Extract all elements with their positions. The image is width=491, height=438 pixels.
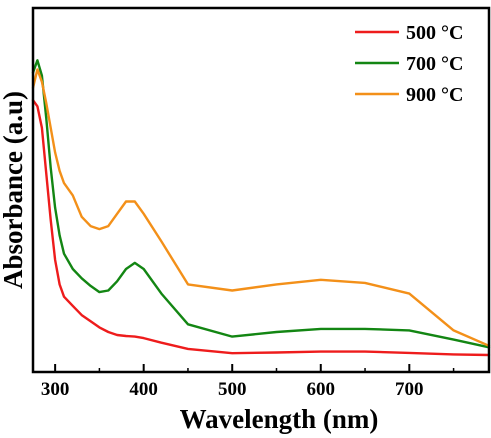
series-layer: [31, 59, 491, 357]
plot-frame: [31, 6, 491, 374]
series-line-2: [31, 68, 491, 347]
series-line-0: [31, 98, 491, 357]
series-line-1: [31, 59, 491, 349]
x-tick-label-400: 400: [129, 379, 158, 400]
y-axis-label: Absorbance (a.u): [0, 91, 28, 289]
x-axis-label: Wavelength (nm): [180, 404, 379, 434]
x-tick-label-700: 700: [395, 379, 424, 400]
legend: 500 °C 700 °C 900 °C: [355, 22, 463, 106]
x-tick-label-500: 500: [218, 379, 247, 400]
legend-label-2: 900 °C: [406, 84, 463, 106]
legend-label-1: 700 °C: [406, 53, 463, 75]
x-tick-label-300: 300: [41, 379, 70, 400]
legend-label-0: 500 °C: [406, 22, 463, 44]
x-tick-label-600: 600: [307, 379, 336, 400]
tick-layer: 300 400 500 600 700: [41, 364, 455, 400]
